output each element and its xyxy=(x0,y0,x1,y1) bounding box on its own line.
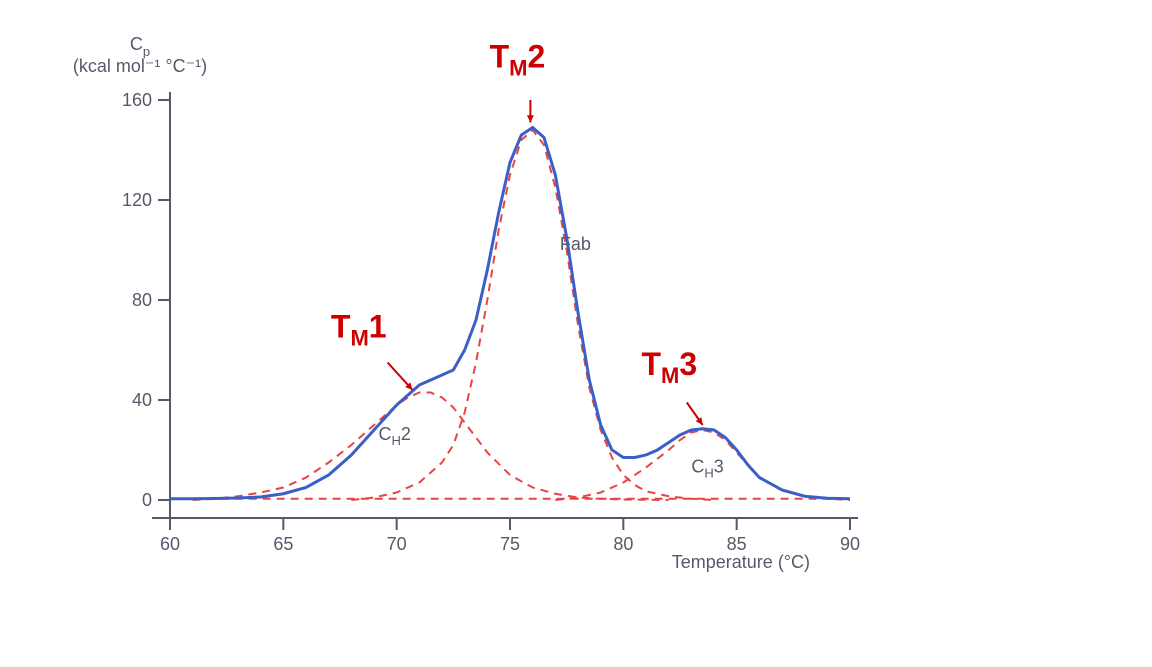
in-plot-label: Fab xyxy=(560,234,591,254)
y-tick-label: 160 xyxy=(122,90,152,110)
deconvolved-peak-fab xyxy=(351,130,714,500)
dsc-thermogram-chart: 0 40 80 120 160 60 65 70 75 80 85 90 Cp(kcal mol⁻¹ °… xyxy=(75,30,875,590)
y-tick-label: 80 xyxy=(132,290,152,310)
y-axis-title: Cp(kcal mol⁻¹ °C⁻¹) xyxy=(73,34,207,76)
x-tick-label: 65 xyxy=(273,534,293,554)
y-tick-label: 120 xyxy=(122,190,152,210)
peak-annotation-arrowhead xyxy=(527,115,534,122)
in-plot-label: CH3 xyxy=(691,457,723,481)
x-tick-label: 75 xyxy=(500,534,520,554)
y-tick-label: 0 xyxy=(142,490,152,510)
in-plot-label: CH2 xyxy=(379,424,411,448)
peak-annotation-label: TM2 xyxy=(490,39,546,81)
peak-annotation-label: TM3 xyxy=(641,346,697,388)
peak-annotation-label: TM1 xyxy=(331,309,387,351)
x-tick-label: 90 xyxy=(840,534,860,554)
main-thermogram-curve xyxy=(170,128,850,499)
svg-text:(kcal mol⁻¹ °C⁻¹): (kcal mol⁻¹ °C⁻¹) xyxy=(73,56,207,76)
x-tick-label: 80 xyxy=(613,534,633,554)
x-tick-label: 60 xyxy=(160,534,180,554)
y-tick-label: 40 xyxy=(132,390,152,410)
x-tick-label: 70 xyxy=(387,534,407,554)
x-tick-label: 85 xyxy=(727,534,747,554)
x-axis-title: Temperature (°C) xyxy=(672,552,810,572)
chart-svg: 0 40 80 120 160 60 65 70 75 80 85 90 Cp(kcal mol⁻¹ °… xyxy=(75,30,875,590)
